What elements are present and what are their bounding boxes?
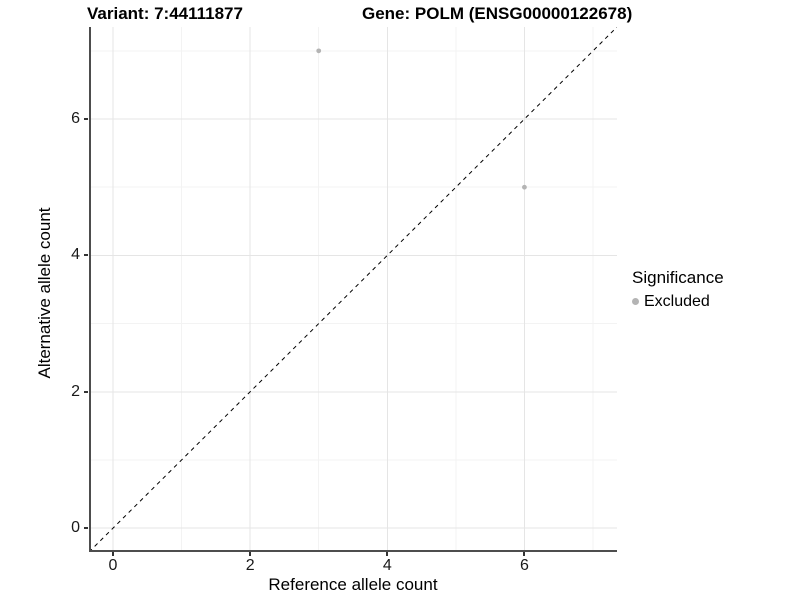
- y-tick-mark: [84, 118, 88, 121]
- legend-item-label: Excluded: [644, 293, 710, 310]
- x-axis-label: Reference allele count: [268, 575, 438, 594]
- x-tick-mark: [523, 552, 526, 556]
- data-point: [522, 184, 527, 190]
- gene-title: Gene: POLM (ENSG00000122678): [362, 4, 633, 23]
- legend-title: Significance: [632, 268, 724, 287]
- y-tick-label: 6: [71, 110, 80, 128]
- y-tick-label: 2: [71, 382, 80, 400]
- identity-line: [89, 27, 617, 552]
- plot-area: [89, 27, 617, 552]
- x-tick-mark: [249, 552, 252, 556]
- x-tick-label: 2: [245, 557, 255, 574]
- x-tick-label: 4: [382, 557, 392, 574]
- x-tick-mark: [112, 552, 114, 556]
- legend-point-icon: [632, 298, 639, 305]
- y-axis-label: Alternative allele count: [35, 207, 54, 379]
- y-tick-mark: [84, 390, 88, 393]
- x-tick-label: 6: [519, 557, 529, 574]
- y-tick-mark: [84, 527, 88, 530]
- variant-title: Variant: 7:44111877: [87, 4, 243, 23]
- x-tick-mark: [386, 552, 389, 556]
- y-tick-mark: [84, 254, 88, 257]
- data-point: [316, 48, 322, 54]
- legend-item-excluded: Excluded: [632, 292, 724, 311]
- y-tick-label: 0: [71, 519, 80, 537]
- plot-panel: [89, 27, 617, 552]
- x-tick-label: 0: [108, 557, 118, 574]
- legend: Significance Excluded: [632, 267, 724, 311]
